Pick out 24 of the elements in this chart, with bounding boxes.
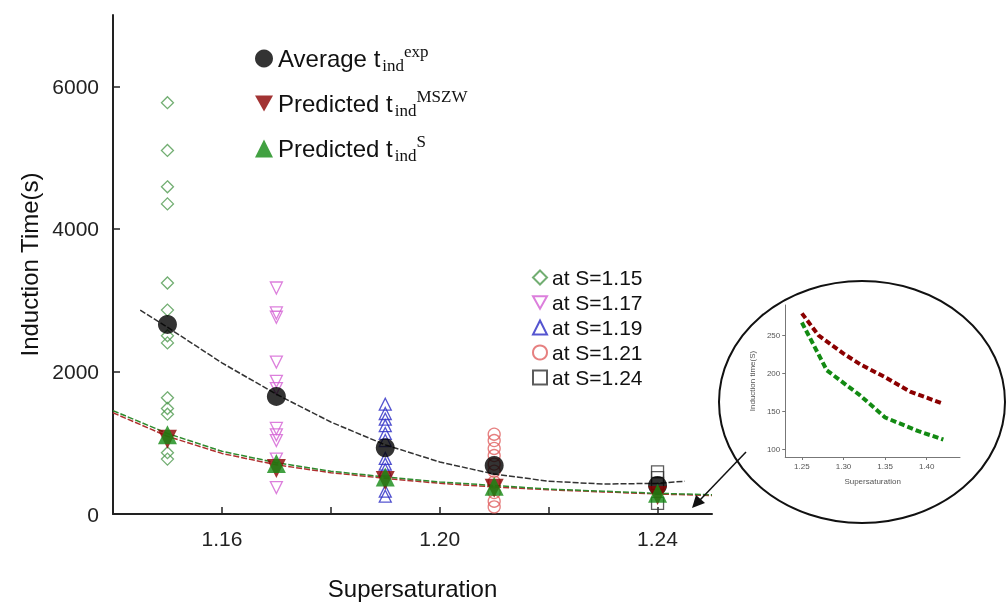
y-axis-title: Induction Time(s): [15, 172, 43, 357]
legend-label: at S=1.15: [552, 266, 643, 289]
y-axis-title: Induction time(S): [747, 350, 757, 412]
legend-label: at S=1.21: [552, 341, 643, 364]
x-axis-title: Supersaturation: [844, 476, 901, 486]
x-tick-label: 1.25: [794, 461, 811, 471]
legend-label: at S=1.19: [552, 316, 643, 339]
legend-label: at S=1.17: [552, 291, 643, 314]
y-tick-label: 0: [87, 502, 99, 526]
y-tick-label: 200: [766, 368, 781, 378]
y-tick-label: 4000: [52, 217, 99, 241]
x-axis-title: Supersaturation: [327, 574, 498, 602]
legend-label: at S=1.24: [552, 366, 643, 389]
x-tick-label: 1.24: [637, 527, 679, 550]
x-tick-label: 1.20: [419, 527, 461, 550]
x-tick-label: 1.40: [918, 461, 936, 471]
y-tick-label: 2000: [52, 359, 99, 383]
y-tick-label: 100: [766, 444, 781, 454]
x-tick-label: 1.16: [201, 527, 243, 550]
x-tick-label: 1.30: [835, 461, 852, 471]
y-tick-label: 6000: [52, 74, 99, 98]
y-tick-label: 150: [766, 406, 781, 416]
x-tick-label: 1.35: [877, 461, 894, 471]
y-tick-label: 250: [766, 330, 781, 340]
